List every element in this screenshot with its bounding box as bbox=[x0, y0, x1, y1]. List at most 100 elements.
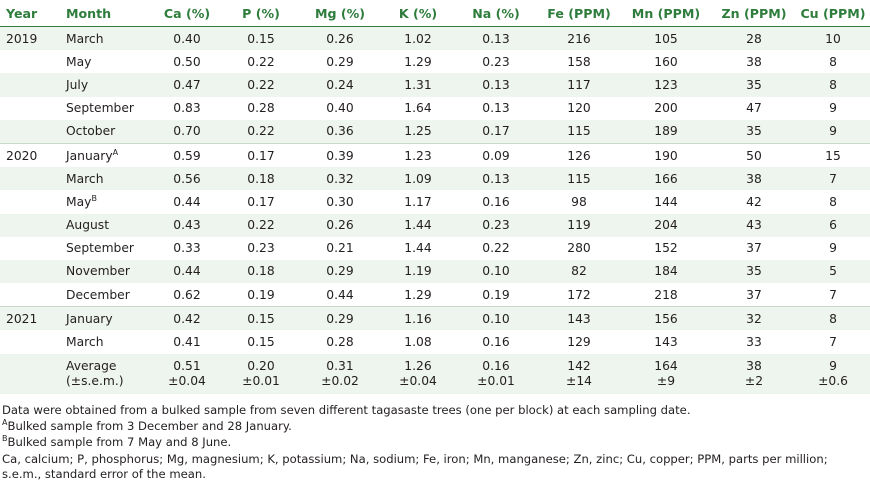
value-cell: 35 bbox=[712, 119, 796, 144]
value-cell: 0.59 bbox=[173, 148, 201, 163]
value-cell: 33 bbox=[746, 335, 762, 350]
value-cell: 0.15 bbox=[247, 335, 275, 350]
value-cell: 1.19 bbox=[382, 259, 454, 284]
mean-value: 0.20 bbox=[247, 358, 275, 373]
value-cell: 0.28 bbox=[326, 335, 354, 350]
empty-cell bbox=[0, 353, 64, 394]
value-cell: 0.17 bbox=[247, 194, 275, 209]
year-cell bbox=[0, 259, 64, 284]
mean-value: 164 bbox=[654, 358, 678, 373]
value-cell: 143 bbox=[538, 306, 620, 331]
value-cell: 0.17 bbox=[247, 148, 275, 163]
year-cell bbox=[0, 237, 64, 260]
value-cell: 1.44 bbox=[404, 241, 432, 256]
year-cell: 2019 bbox=[0, 26, 64, 51]
value-cell: 152 bbox=[654, 241, 678, 256]
value-cell: 190 bbox=[654, 148, 678, 163]
footnote-general: Data were obtained from a bulked sample … bbox=[2, 403, 691, 417]
value-cell: 38 bbox=[712, 167, 796, 191]
value-cell: 218 bbox=[620, 283, 712, 308]
column-header: P (%) bbox=[224, 0, 298, 27]
mean-value: 142 bbox=[567, 358, 591, 373]
month-cell: September bbox=[64, 97, 150, 120]
value-cell: 0.26 bbox=[298, 26, 382, 51]
average-cell: 0.31 ±0.02 bbox=[298, 353, 382, 394]
header-row: Year Month Ca (%) P (%) Mg (%) K (%) Na (%) Fe … bbox=[0, 0, 870, 27]
month-cell: October bbox=[64, 119, 150, 144]
value-cell: 15 bbox=[825, 148, 841, 163]
value-cell: 0.22 bbox=[224, 213, 298, 237]
value-cell: 0.40 bbox=[150, 26, 224, 51]
value-cell: 0.15 bbox=[224, 306, 298, 331]
value-cell: 0.41 bbox=[173, 335, 201, 350]
year-cell bbox=[0, 167, 64, 191]
value-cell: 7 bbox=[796, 167, 870, 191]
value-cell: 0.56 bbox=[150, 167, 224, 191]
value-cell: 0.15 bbox=[224, 26, 298, 51]
value-cell: 0.09 bbox=[482, 148, 510, 163]
value-cell: 0.10 bbox=[454, 306, 538, 331]
value-cell: 0.21 bbox=[326, 241, 354, 256]
value-cell: 0.22 bbox=[247, 54, 275, 69]
value-cell: 0.10 bbox=[454, 259, 538, 284]
value-cell: 42 bbox=[746, 194, 762, 209]
year-cell: 2020 bbox=[6, 148, 38, 163]
value-cell: 47 bbox=[746, 101, 762, 116]
value-cell: 216 bbox=[538, 26, 620, 51]
month-label: January bbox=[66, 148, 113, 163]
month-cell: September bbox=[64, 237, 150, 260]
value-cell: 1.23 bbox=[404, 148, 432, 163]
column-header: Fe (PPM) bbox=[538, 0, 620, 27]
value-cell: 0.44 bbox=[173, 194, 201, 209]
month-label: August bbox=[66, 218, 110, 233]
value-cell: 0.83 bbox=[173, 101, 201, 116]
value-cell: 172 bbox=[538, 283, 620, 308]
year-cell bbox=[0, 73, 64, 97]
value-cell: 0.16 bbox=[482, 194, 510, 209]
average-label-line1: Average bbox=[66, 358, 117, 373]
value-cell: 0.29 bbox=[298, 259, 382, 284]
value-cell: 0.13 bbox=[454, 73, 538, 97]
sem-value: ±0.02 bbox=[321, 373, 359, 388]
value-cell: 7 bbox=[829, 335, 837, 350]
value-cell: 0.44 bbox=[298, 283, 382, 308]
average-label: Average (±s.e.m.) bbox=[64, 353, 150, 394]
value-cell: 0.26 bbox=[298, 213, 382, 237]
value-cell: 9 bbox=[829, 101, 837, 116]
value-cell: 1.31 bbox=[382, 73, 454, 97]
value-cell: 1.02 bbox=[382, 26, 454, 51]
column-header: Cu (PPM) bbox=[796, 0, 870, 27]
mean-value: 1.26 bbox=[404, 358, 432, 373]
value-cell: 144 bbox=[654, 194, 678, 209]
column-header: Zn (PPM) bbox=[712, 0, 796, 27]
value-cell: 189 bbox=[620, 119, 712, 144]
mean-value: 0.51 bbox=[173, 358, 201, 373]
value-cell: 8 bbox=[796, 73, 870, 97]
mean-value: 9 bbox=[829, 358, 837, 373]
year-cell bbox=[0, 97, 64, 120]
month-label: October bbox=[66, 124, 116, 139]
year-cell bbox=[0, 190, 64, 213]
value-cell: 0.13 bbox=[482, 101, 510, 116]
value-cell: 0.32 bbox=[298, 167, 382, 191]
average-row: Average (±s.e.m.) 0.51 ±0.04 0.20 ±0.01 0.31 ±0… bbox=[0, 353, 870, 394]
sem-value: ±0.01 bbox=[242, 373, 280, 388]
sem-value: ±2 bbox=[744, 373, 764, 388]
month-cell: May bbox=[64, 50, 150, 73]
value-cell: 184 bbox=[620, 259, 712, 284]
value-cell: 9 bbox=[829, 241, 837, 256]
value-cell: 9 bbox=[796, 119, 870, 144]
value-cell: 119 bbox=[538, 213, 620, 237]
month-label: March bbox=[66, 335, 104, 350]
value-cell: 1.08 bbox=[404, 335, 432, 350]
value-cell: 98 bbox=[571, 194, 587, 209]
value-cell: 1.16 bbox=[382, 306, 454, 331]
value-cell: 0.40 bbox=[326, 101, 354, 116]
value-cell: 0.23 bbox=[247, 241, 275, 256]
value-cell: 158 bbox=[567, 54, 591, 69]
sem-value: ±14 bbox=[566, 373, 592, 388]
month-cell: March bbox=[64, 330, 150, 353]
table-row: September 0.83 0.28 0.40 1.64 0.13 120 200 47 9 bbox=[0, 97, 870, 120]
table-body: 2019 March 0.40 0.15 0.26 1.02 0.13 216 105 28 10 M… bbox=[0, 26, 870, 394]
mean-value: 0.31 bbox=[326, 358, 354, 373]
